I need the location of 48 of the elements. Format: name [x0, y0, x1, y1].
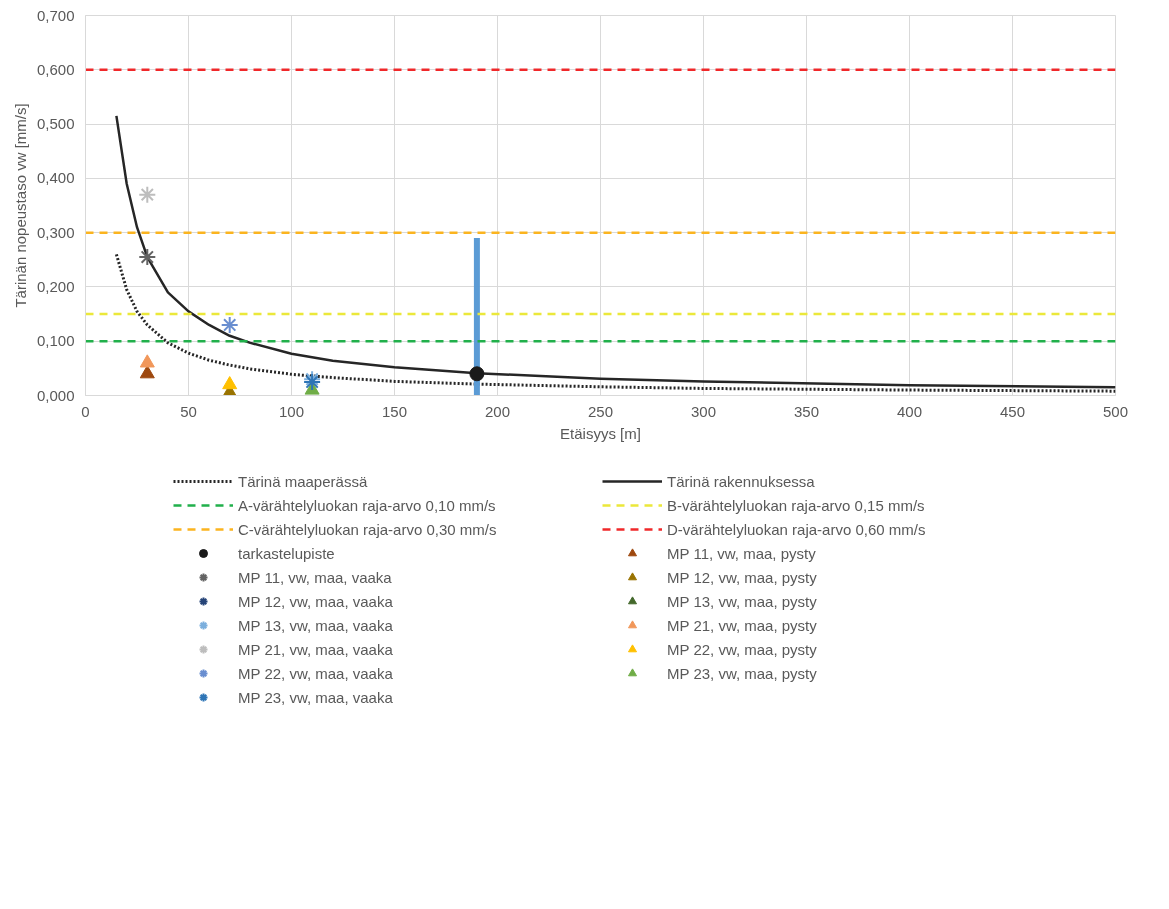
x-tick-label: 450 [999, 402, 1026, 420]
x-tick-label: 350 [793, 402, 820, 420]
point [138, 248, 157, 267]
legend-label: MP 21, vw, maa, pysty [667, 615, 818, 635]
point [220, 315, 239, 334]
legend-label: MP 12, vw, maa, pysty [667, 567, 818, 587]
y-tick-label: 0,100 [36, 332, 75, 350]
y-tick-label: 0,700 [36, 6, 75, 24]
legend-label: Tärinä maaperässä [238, 471, 369, 491]
legend-label: MP 21, vw, maa, vaaka [238, 639, 394, 659]
y-tick-label: 0,600 [36, 60, 75, 78]
line-series [115, 114, 1116, 389]
x-axis-title: Etäisyys [m] [560, 424, 641, 442]
legend-label: tarkastelupiste [238, 543, 336, 563]
legend-label: MP 22, vw, maa, pysty [667, 639, 818, 659]
legend-label: MP 13, vw, maa, vaaka [238, 615, 394, 635]
legend-label: MP 23, vw, maa, vaaka [238, 687, 394, 707]
legend-label: D-värähtelyluokan raja-arvo 0,60 mm/s [667, 519, 927, 539]
legend-label: MP 11, vw, maa, pysty [667, 543, 817, 563]
legend-label: C-värähtelyluokan raja-arvo 0,30 mm/s [238, 519, 498, 539]
legend-label: MP 11, vw, maa, vaaka [238, 567, 393, 587]
legend-label: MP 12, vw, maa, vaaka [238, 591, 394, 611]
x-tick-label: 500 [1102, 402, 1129, 420]
y-tick-label: 0,200 [36, 277, 75, 295]
x-tick-label: 400 [896, 402, 923, 420]
y-tick-label: 0,400 [36, 169, 75, 187]
y-tick-label: 0,000 [36, 386, 75, 404]
y-tick-label: 0,300 [36, 223, 75, 241]
x-tick-label: 200 [484, 402, 511, 420]
point [222, 376, 238, 390]
point [469, 366, 485, 382]
y-axis-title: Tärinän nopeustaso vw [mm/s] [11, 103, 29, 308]
legend-label: A-värähtelyluokan raja-arvo 0,10 mm/s [238, 495, 497, 515]
x-tick-label: 100 [278, 402, 305, 420]
legend-label: MP 22, vw, maa, vaaka [238, 663, 394, 683]
y-tick-label: 0,500 [36, 115, 75, 133]
point [138, 185, 157, 204]
point [139, 365, 155, 379]
x-tick-label: 150 [381, 402, 408, 420]
point [139, 354, 155, 368]
x-tick-label: 250 [587, 402, 614, 420]
legend-label: Tärinä rakennuksessa [667, 471, 816, 491]
legend-label: MP 13, vw, maa, pysty [667, 591, 818, 611]
x-tick-label: 300 [690, 402, 717, 420]
legend-label: MP 23, vw, maa, pysty [667, 663, 818, 683]
x-tick-label: 0 [81, 402, 90, 420]
x-tick-label: 50 [180, 402, 197, 420]
legend-label: B-värähtelyluokan raja-arvo 0,15 mm/s [667, 495, 926, 515]
